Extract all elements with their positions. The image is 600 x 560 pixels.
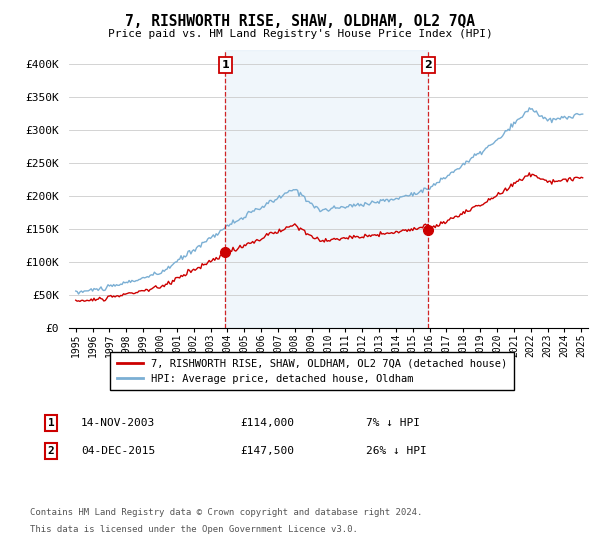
Text: 7% ↓ HPI: 7% ↓ HPI xyxy=(366,418,420,428)
Legend: 7, RISHWORTH RISE, SHAW, OLDHAM, OL2 7QA (detached house), HPI: Average price, d: 7, RISHWORTH RISE, SHAW, OLDHAM, OL2 7QA… xyxy=(110,352,514,390)
Text: 04-DEC-2015: 04-DEC-2015 xyxy=(81,446,155,456)
Text: Price paid vs. HM Land Registry's House Price Index (HPI): Price paid vs. HM Land Registry's House … xyxy=(107,29,493,39)
Text: £147,500: £147,500 xyxy=(240,446,294,456)
Text: 14-NOV-2003: 14-NOV-2003 xyxy=(81,418,155,428)
Text: 1: 1 xyxy=(221,60,229,70)
Text: 2: 2 xyxy=(424,60,432,70)
Text: 2: 2 xyxy=(47,446,55,456)
Text: 26% ↓ HPI: 26% ↓ HPI xyxy=(366,446,427,456)
Text: £114,000: £114,000 xyxy=(240,418,294,428)
Text: This data is licensed under the Open Government Licence v3.0.: This data is licensed under the Open Gov… xyxy=(30,525,358,534)
Text: 1: 1 xyxy=(47,418,55,428)
Text: 7, RISHWORTH RISE, SHAW, OLDHAM, OL2 7QA: 7, RISHWORTH RISE, SHAW, OLDHAM, OL2 7QA xyxy=(125,14,475,29)
Text: Contains HM Land Registry data © Crown copyright and database right 2024.: Contains HM Land Registry data © Crown c… xyxy=(30,508,422,517)
Bar xyxy=(225,50,428,328)
